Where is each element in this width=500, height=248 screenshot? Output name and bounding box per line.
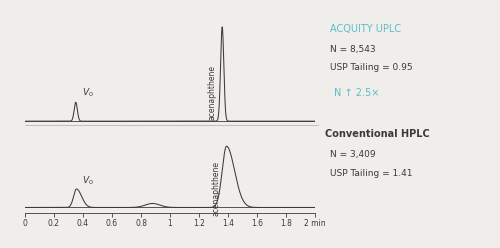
Text: acenaphthene: acenaphthene (208, 65, 216, 120)
Text: N = 8,543: N = 8,543 (330, 45, 376, 54)
Text: ACQUITY UPLC: ACQUITY UPLC (330, 24, 401, 33)
Text: N = 3,409: N = 3,409 (330, 150, 376, 159)
Text: USP Tailing = 1.41: USP Tailing = 1.41 (330, 169, 412, 178)
Text: Conventional HPLC: Conventional HPLC (325, 129, 430, 139)
Text: acenaphthene: acenaphthene (212, 161, 220, 216)
Text: N ↑ 2.5×: N ↑ 2.5× (334, 88, 380, 98)
Text: $\mathit{V}_\mathit{0}$: $\mathit{V}_\mathit{0}$ (82, 86, 94, 98)
Text: $\mathit{V}_\mathit{0}$: $\mathit{V}_\mathit{0}$ (82, 174, 94, 187)
Text: USP Tailing = 0.95: USP Tailing = 0.95 (330, 63, 412, 72)
